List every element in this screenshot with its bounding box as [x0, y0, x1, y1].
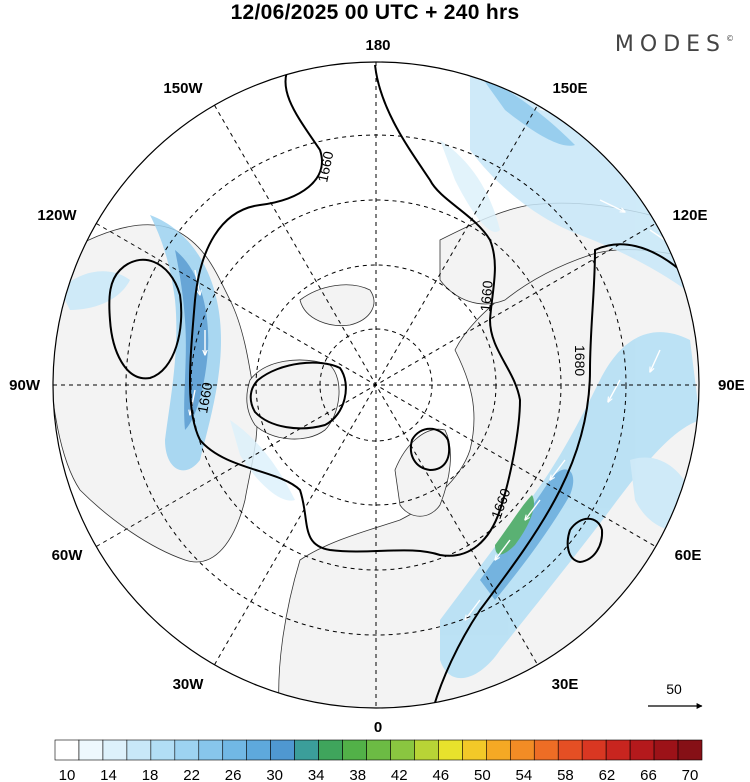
- colorbar: 10 14 18 22 26 30 34 38 42 46 50 54 58 62 66 70: [54, 739, 703, 782]
- jet-core: [495, 495, 535, 555]
- colorbar-tick-label: 42: [391, 767, 408, 782]
- colorbar-swatch: [126, 739, 152, 761]
- reference-vector: 50: [648, 681, 703, 709]
- colorbar-swatch: [462, 739, 487, 761]
- contour-label: 1660: [194, 381, 215, 415]
- colorbar-tick-label: 30: [266, 767, 283, 782]
- arctic-islands: [299, 284, 375, 326]
- lon-label-150w: 150W: [163, 80, 203, 97]
- graticule: [53, 62, 699, 708]
- colorbar-swatch: [78, 739, 104, 761]
- brand-text: MODES: [614, 32, 726, 57]
- contour-label: 1660: [314, 150, 336, 184]
- lon-label-120w: 120W: [37, 207, 77, 224]
- colorbar-swatch: [438, 739, 463, 761]
- colorbar-tick-label: 54: [516, 767, 533, 782]
- colorbar-tick-label: 46: [432, 767, 449, 782]
- colorbar-tick-label: 22: [183, 767, 200, 782]
- lon-label-180: 180: [365, 37, 390, 54]
- colorbar-swatch: [294, 739, 319, 761]
- contour-1660: [189, 64, 522, 557]
- colorbar-tick-label: 38: [349, 767, 366, 782]
- colorbar-swatch: [318, 739, 343, 761]
- colorbar-swatch: [102, 739, 128, 761]
- lon-label-90e: 90E: [718, 377, 745, 394]
- contour-1680: [429, 243, 681, 708]
- contour-low-scandinavia: [410, 427, 450, 472]
- jet-band-america: [150, 215, 221, 471]
- lon-label-90w: 90W: [9, 377, 41, 394]
- colorbar-swatch: [533, 739, 559, 761]
- colorbar-tick-label: 50: [474, 767, 491, 782]
- colorbar-swatch: [54, 739, 80, 761]
- colorbar-swatch: [414, 739, 439, 761]
- colorbar-tick-label: 14: [100, 767, 117, 782]
- lon-label-60w: 60W: [52, 547, 84, 564]
- colorbar-swatch: [605, 739, 631, 761]
- map-disk: 1660 1660 1660 1660 1680: [53, 62, 699, 708]
- lon-label-0: 0: [374, 719, 382, 736]
- colorbar-tick-label: 62: [599, 767, 616, 782]
- lon-label-60e: 60E: [675, 547, 702, 564]
- contour-label: 1660: [477, 280, 496, 313]
- colorbar-tick-label: 10: [59, 767, 76, 782]
- colorbar-swatch: [222, 739, 248, 761]
- colorbar-swatch: [557, 739, 583, 761]
- map-title: 12/06/2025 00 UTC + 240 hrs: [230, 1, 520, 24]
- colorbar-swatch: [366, 739, 391, 761]
- colorbar-swatch: [390, 739, 415, 761]
- contour-label: 1680: [572, 345, 588, 376]
- lon-label-30e: 30E: [552, 676, 579, 693]
- reference-vector-label: 50: [666, 681, 682, 697]
- contour-low-russia: [566, 517, 604, 564]
- colorbar-tick-label: 66: [640, 767, 657, 782]
- modes-logo: MODES©: [615, 32, 734, 57]
- lon-label-30w: 30W: [173, 676, 205, 693]
- colorbar-swatch: [174, 739, 200, 761]
- colorbar-swatch: [246, 739, 271, 761]
- lon-label-120e: 120E: [672, 207, 707, 224]
- colorbar-swatch: [581, 739, 607, 761]
- jet-band-eurasia: [440, 332, 699, 679]
- map-border: [52, 61, 700, 709]
- colorbar-tick-label: 70: [682, 767, 699, 782]
- contour-low-america: [108, 258, 183, 380]
- greenland: [246, 359, 340, 440]
- colorbar-swatch: [270, 739, 295, 761]
- colorbar-tick-label: 58: [557, 767, 574, 782]
- contour-labels: 1660 1660 1660 1660 1680: [194, 150, 588, 521]
- geopotential-contours: [108, 64, 681, 708]
- colorbar-tick-label: 18: [142, 767, 159, 782]
- colorbar-tick-label: 26: [225, 767, 242, 782]
- colorbar-swatch: [629, 739, 655, 761]
- colorbar-swatch: [677, 739, 703, 761]
- lon-label-150e: 150E: [552, 80, 587, 97]
- contour-low-greenland: [249, 361, 347, 430]
- colorbar-swatch: [653, 739, 679, 761]
- colorbar-swatch: [150, 739, 176, 761]
- copyright-mark: ©: [726, 34, 734, 43]
- scandinavia: [394, 428, 451, 517]
- colorbar-swatch: [509, 739, 535, 761]
- longitude-labels: 180 0 90W 90E 150W 120W 150E 120E 60W 30…: [9, 37, 745, 736]
- colorbar-swatch: [342, 739, 367, 761]
- colorbar-swatch: [486, 739, 511, 761]
- colorbar-tick-label: 34: [308, 767, 325, 782]
- colorbar-swatch: [198, 739, 224, 761]
